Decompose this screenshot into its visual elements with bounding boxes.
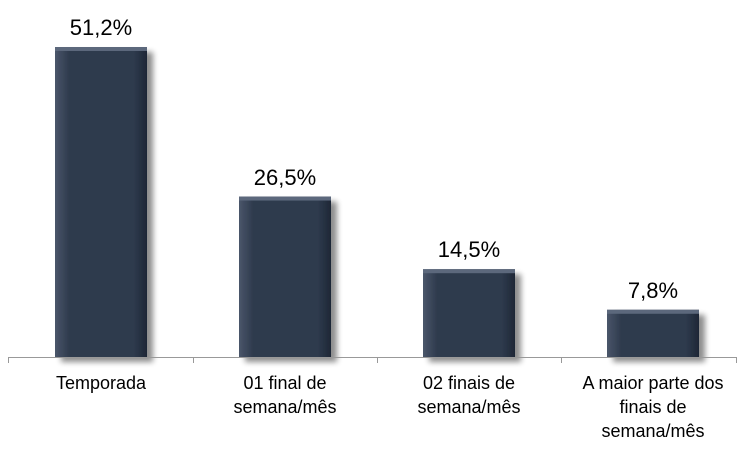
bar: [55, 47, 147, 357]
bar-highlight: [423, 269, 515, 274]
bar: [423, 269, 515, 357]
value-label: 14,5%: [437, 237, 501, 263]
bar-highlight: [607, 309, 699, 314]
x-tick-label: Temporada: [55, 373, 147, 393]
bar-highlight: [239, 196, 331, 201]
bar-highlight: [55, 47, 147, 51]
x-tick-label: A maior parte dos finais de semana/mês: [582, 373, 724, 441]
bar: [607, 309, 699, 357]
x-tick-label: 02 finais de semana/mês: [417, 373, 521, 417]
value-label: 7,8%: [627, 277, 679, 303]
value-label: 26,5%: [253, 164, 317, 190]
x-tick-label: 01 final de semana/mês: [233, 373, 337, 417]
bar: [239, 196, 331, 357]
value-label: 51,2%: [69, 15, 133, 40]
